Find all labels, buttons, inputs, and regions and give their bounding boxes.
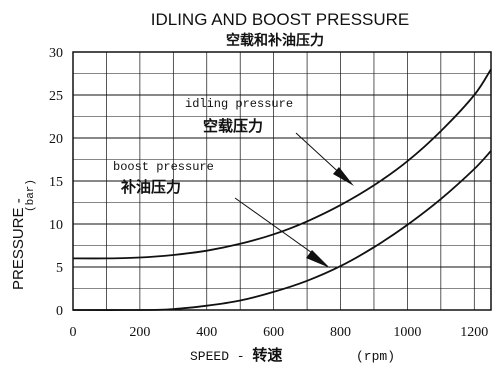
series-lines: [72, 68, 492, 311]
x-axis-title: SPEED -: [190, 349, 252, 364]
boost-annotation-cn: 补油压力: [120, 178, 181, 196]
y-tick-label: 25: [49, 89, 63, 104]
x-tick-label: 200: [129, 325, 150, 340]
chart-subtitle: 空载和补油压力: [226, 32, 324, 49]
x-tick-labels: 0 200 400 600 800 1000 1200: [70, 325, 489, 340]
idling-arrow: [295, 132, 354, 186]
x-tick-label: 400: [196, 325, 217, 340]
x-tick-label: 600: [263, 325, 284, 340]
y-tick-label: 10: [49, 218, 63, 233]
boost-arrow-shaft: [234, 197, 316, 256]
y-axis-label: PRESSURE -: [10, 198, 27, 290]
idling-pressure-line: [72, 68, 492, 260]
boost-annotation: boost pressure: [113, 160, 214, 174]
y-axis-unit-label: (bar): [25, 179, 37, 212]
idling-annotation: idling pressure: [185, 97, 293, 111]
boost-arrow: [234, 197, 330, 268]
y-tick-label: 15: [49, 175, 63, 190]
x-axis-title-cn: 转速: [252, 346, 282, 364]
plot-frame: [72, 51, 492, 311]
grid: [73, 52, 491, 310]
y-tick-label: 20: [49, 132, 63, 147]
x-tick-label: 1000: [393, 325, 421, 340]
y-axis-title: PRESSURE -: [10, 198, 27, 290]
y-tick-labels: 0 5 10 15 20 25 30: [49, 46, 63, 319]
x-axis-unit: (rpm): [356, 349, 395, 364]
x-tick-label: 1200: [460, 325, 488, 340]
boost-arrow-head: [306, 250, 330, 268]
y-tick-label: 30: [49, 46, 63, 61]
x-tick-label: 0: [70, 325, 77, 340]
y-tick-label: 5: [56, 261, 63, 276]
chart-title: IDLING AND BOOST PRESSURE: [151, 10, 410, 29]
x-axis-label: SPEED - 转速: [190, 346, 282, 364]
y-tick-label: 0: [56, 304, 63, 319]
idling-arrow-head: [333, 167, 354, 186]
idling-annotation-cn: 空载压力: [203, 117, 263, 135]
x-tick-label: 800: [330, 325, 351, 340]
boost-pressure-line: [72, 150, 492, 311]
y-axis-unit: (bar): [25, 179, 37, 212]
